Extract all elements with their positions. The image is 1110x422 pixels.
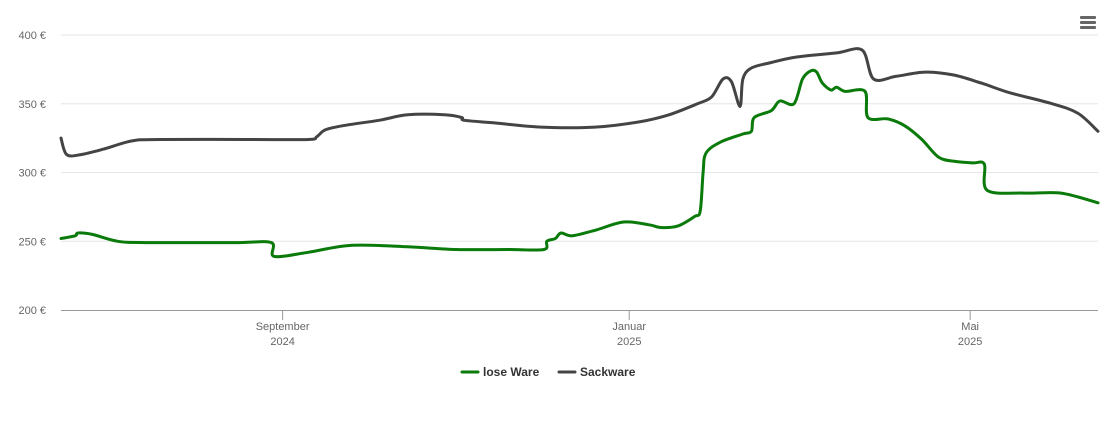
x-tick-year-label: 2025 [617,336,641,348]
y-tick-label: 200 € [18,305,46,317]
x-tick-month-label: September [256,321,310,333]
series-lines [59,47,1100,259]
series-line-0[interactable] [59,68,1100,259]
x-tick-month-label: Mai [961,321,979,333]
legend-item-1[interactable]: Sackware [557,365,636,379]
x-axis-ticks: September 2024 Januar 2025 Mai 2025 [256,310,982,348]
grid-lines [61,34,1098,242]
y-axis-labels: 200 € 250 € 300 € 350 € 400 € [18,30,46,317]
x-tick-month-label: Januar [612,321,646,333]
x-tick-year-label: 2024 [270,336,294,348]
series-line-1[interactable] [59,47,1100,158]
legend-label: lose Ware [483,365,540,379]
legend[interactable]: lose Ware Sackware [460,365,636,379]
hamburger-menu-icon[interactable] [1074,8,1102,36]
x-tick-year-label: 2025 [958,336,982,348]
legend-label: Sackware [580,365,636,379]
y-tick-label: 350 € [18,99,46,111]
y-tick-label: 300 € [18,168,46,180]
y-tick-label: 400 € [18,30,46,42]
legend-item-0[interactable]: lose Ware [460,365,540,379]
y-tick-label: 250 € [18,236,46,248]
